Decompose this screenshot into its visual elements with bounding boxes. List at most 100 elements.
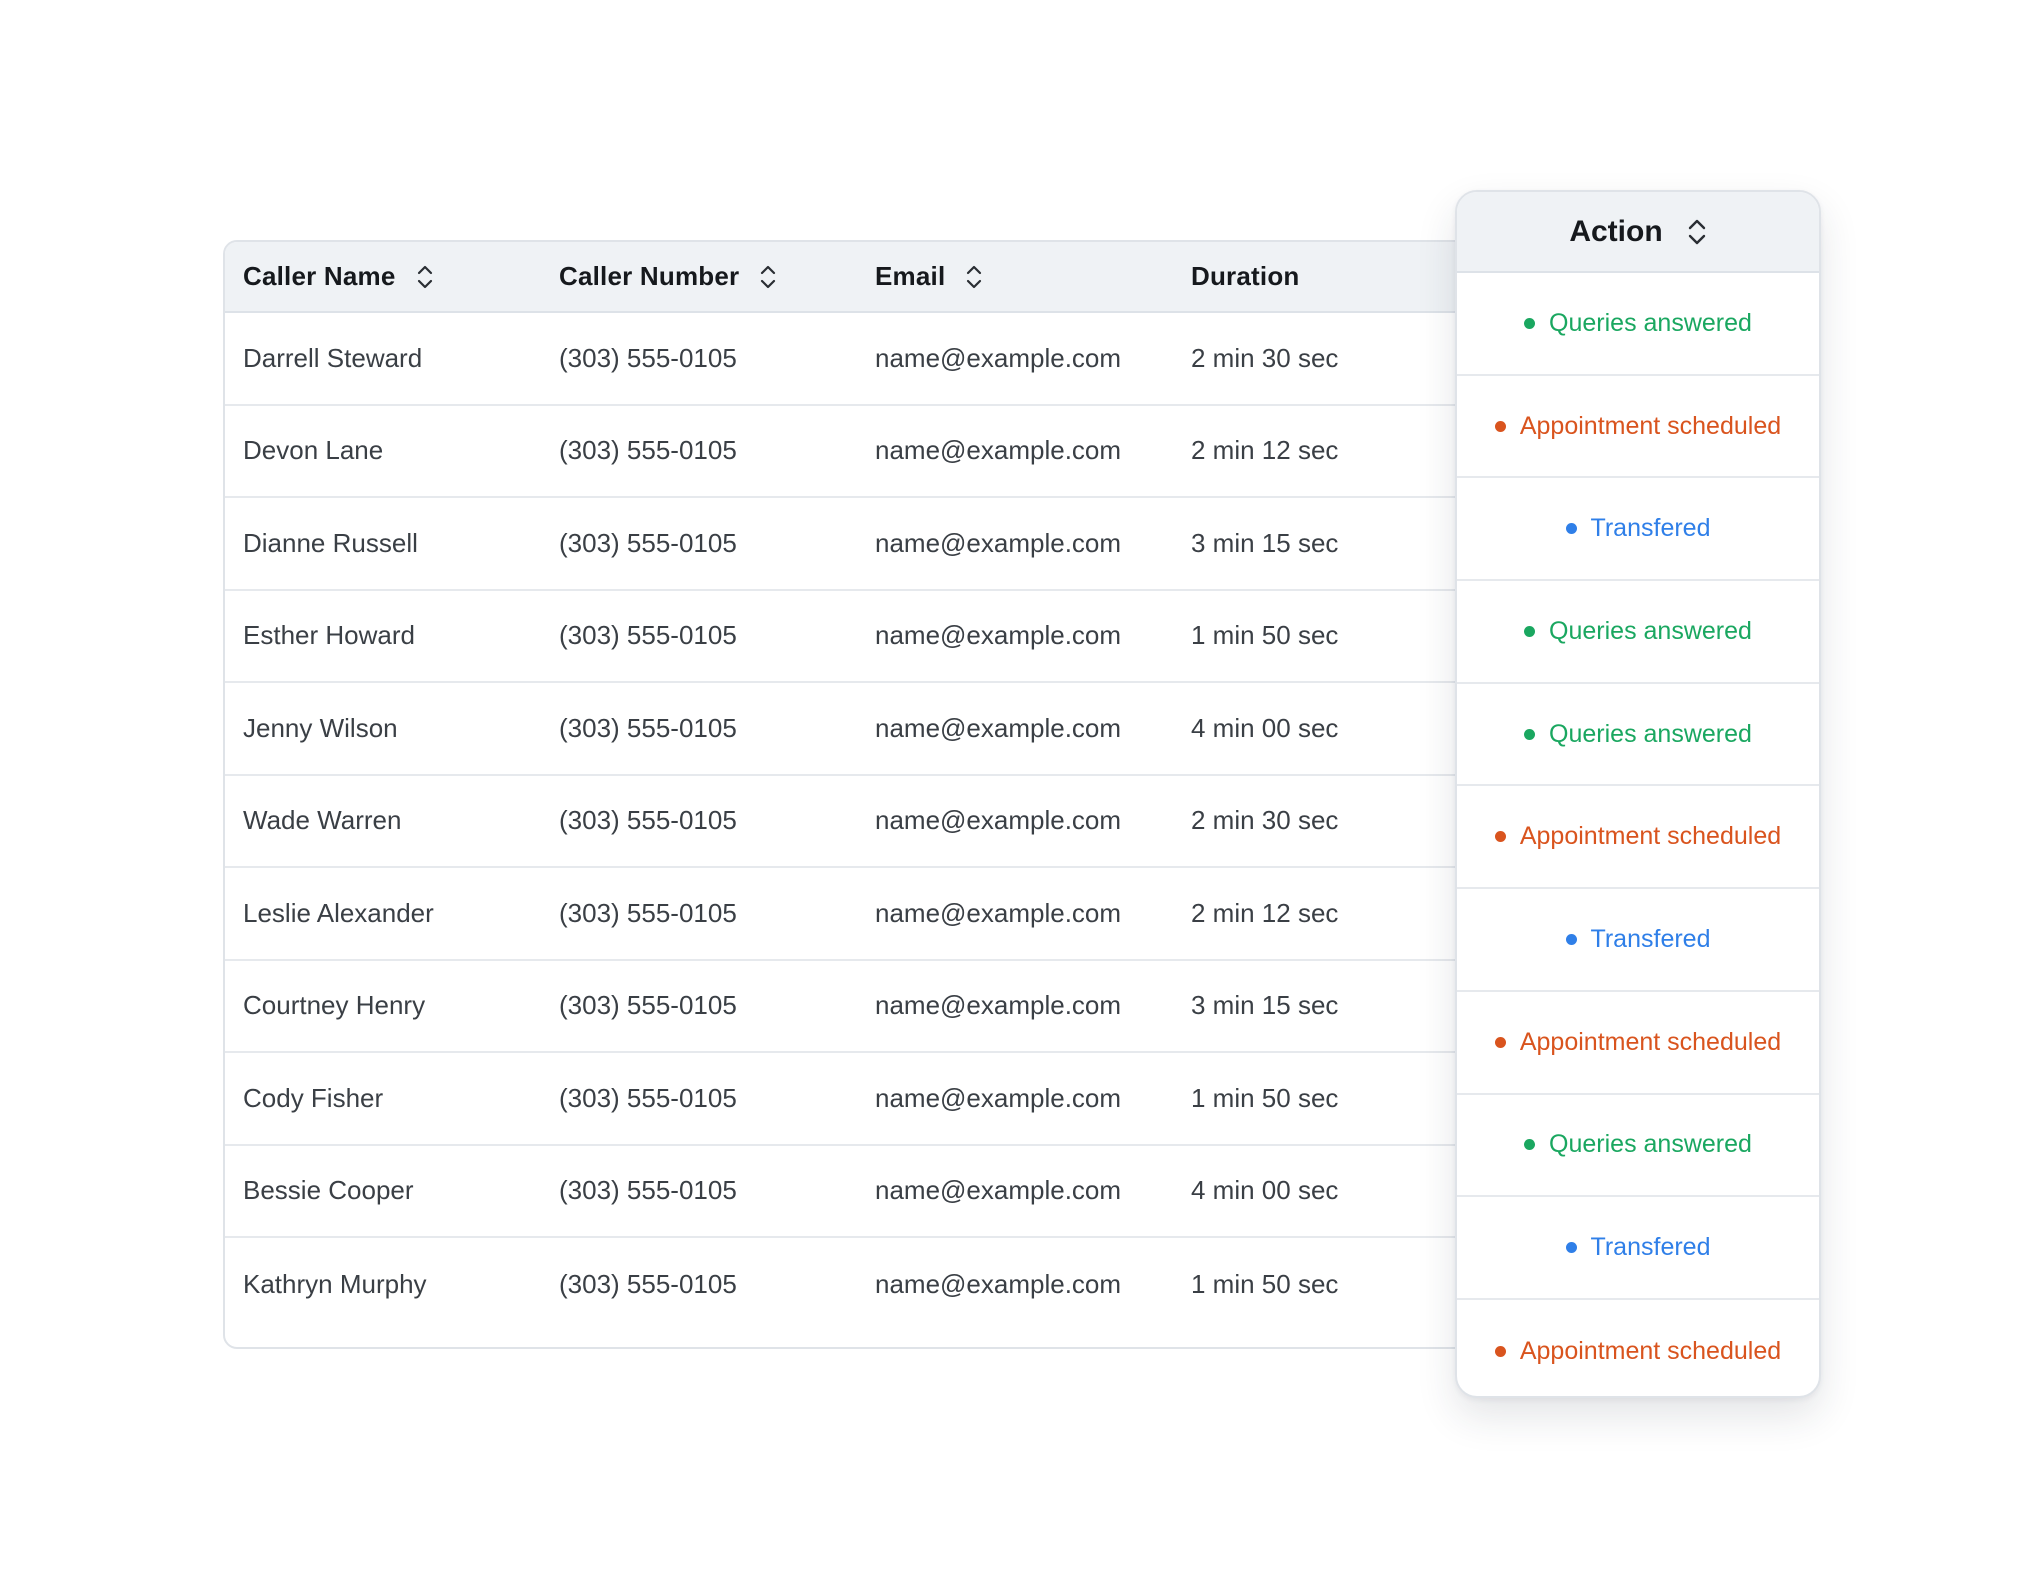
caller-number-cell: (303) 555-0105 [559, 1082, 737, 1113]
action-status-label: Transfered [1590, 514, 1711, 543]
email-cell: name@example.com [875, 712, 1122, 743]
email-cell: name@example.com [875, 1268, 1122, 1299]
caller-name-cell: Kathryn Murphy [243, 1268, 427, 1299]
sort-updown-icon[interactable] [1687, 217, 1707, 247]
caller-number-cell: (303) 555-0105 [559, 435, 737, 466]
status-dot-icon [1494, 420, 1506, 432]
status-dot-icon [1524, 317, 1536, 329]
table-row[interactable]: Dianne Russell (303) 555-0105 name@examp… [225, 498, 1501, 591]
action-column-card: Action Queries answered Appointment sche… [1455, 190, 1821, 1398]
email-cell: name@example.com [875, 342, 1122, 373]
status-dot-icon [1565, 523, 1577, 535]
caller-number-cell: (303) 555-0105 [559, 1175, 737, 1206]
status-dot-icon [1524, 728, 1536, 740]
caller-name-cell: Jenny Wilson [243, 712, 398, 743]
sort-updown-icon[interactable] [965, 263, 983, 291]
caller-name-cell: Leslie Alexander [243, 897, 434, 928]
action-status-label: Transfered [1590, 924, 1711, 953]
caller-name-cell: Darrell Steward [243, 342, 423, 373]
caller-name-cell: Cody Fisher [243, 1082, 384, 1113]
caller-name-cell: Courtney Henry [243, 990, 426, 1021]
column-header-label: Caller Number [559, 261, 740, 291]
column-header-caller-name[interactable]: Caller Name [243, 242, 434, 311]
calls-table: Caller Name Caller Number Email Duration… [223, 240, 1503, 1349]
email-cell: name@example.com [875, 805, 1122, 836]
column-header-label: Caller Name [243, 261, 396, 291]
caller-name-cell: Bessie Cooper [243, 1175, 414, 1206]
action-status: Appointment scheduled [1457, 376, 1819, 479]
status-dot-icon [1494, 1036, 1506, 1048]
table-row[interactable]: Jenny Wilson (303) 555-0105 name@example… [225, 683, 1501, 776]
duration-cell: 3 min 15 sec [1191, 990, 1339, 1021]
action-status-label: Transfered [1590, 1233, 1711, 1262]
duration-cell: 3 min 15 sec [1191, 527, 1339, 558]
table-body: Darrell Steward (303) 555-0105 name@exam… [225, 313, 1501, 1331]
duration-cell: 2 min 12 sec [1191, 435, 1339, 466]
action-status-label: Queries answered [1549, 1130, 1752, 1159]
caller-number-cell: (303) 555-0105 [559, 712, 737, 743]
action-status: Queries answered [1457, 1095, 1819, 1198]
caller-name-cell: Esther Howard [243, 620, 415, 651]
action-status: Transfered [1457, 889, 1819, 992]
caller-number-cell: (303) 555-0105 [559, 620, 737, 651]
table-row[interactable]: Courtney Henry (303) 555-0105 name@examp… [225, 961, 1501, 1053]
action-status-label: Queries answered [1549, 308, 1752, 337]
duration-cell: 2 min 30 sec [1191, 342, 1339, 373]
duration-cell: 2 min 12 sec [1191, 897, 1339, 928]
action-status-label: Queries answered [1549, 616, 1752, 645]
action-status-label: Queries answered [1549, 719, 1752, 748]
duration-cell: 1 min 50 sec [1191, 1268, 1339, 1299]
action-status-label: Appointment scheduled [1519, 411, 1782, 440]
caller-number-cell: (303) 555-0105 [559, 990, 737, 1021]
caller-name-cell: Wade Warren [243, 805, 402, 836]
table-row[interactable]: Devon Lane (303) 555-0105 name@example.c… [225, 406, 1501, 498]
action-status: Appointment scheduled [1457, 1300, 1819, 1396]
action-status-label: Appointment scheduled [1519, 1336, 1782, 1365]
caller-number-cell: (303) 555-0105 [559, 527, 737, 558]
status-dot-icon [1565, 933, 1577, 945]
action-status: Transfered [1457, 1197, 1819, 1300]
column-header-label: Action [1569, 214, 1663, 248]
table-header: Caller Name Caller Number Email Duration [225, 242, 1501, 313]
email-cell: name@example.com [875, 620, 1122, 651]
table-row[interactable]: Wade Warren (303) 555-0105 name@example.… [225, 776, 1501, 868]
column-header-action[interactable]: Action [1457, 192, 1819, 273]
status-dot-icon [1494, 1345, 1506, 1357]
action-status: Queries answered [1457, 273, 1819, 376]
table-row[interactable]: Esther Howard (303) 555-0105 name@exampl… [225, 591, 1501, 683]
status-dot-icon [1524, 625, 1536, 637]
duration-cell: 1 min 50 sec [1191, 1082, 1339, 1113]
column-header-caller-number[interactable]: Caller Number [559, 242, 777, 311]
duration-cell: 4 min 00 sec [1191, 712, 1339, 743]
action-status: Queries answered [1457, 684, 1819, 787]
duration-cell: 4 min 00 sec [1191, 1175, 1339, 1206]
action-status-label: Appointment scheduled [1519, 822, 1782, 851]
caller-number-cell: (303) 555-0105 [559, 1268, 737, 1299]
email-cell: name@example.com [875, 435, 1122, 466]
column-header-duration: Duration [1191, 242, 1299, 311]
table-row[interactable]: Darrell Steward (303) 555-0105 name@exam… [225, 313, 1501, 406]
caller-number-cell: (303) 555-0105 [559, 897, 737, 928]
caller-number-cell: (303) 555-0105 [559, 342, 737, 373]
sort-updown-icon[interactable] [759, 263, 777, 291]
email-cell: name@example.com [875, 527, 1122, 558]
caller-name-cell: Devon Lane [243, 435, 384, 466]
table-row[interactable]: Leslie Alexander (303) 555-0105 name@exa… [225, 868, 1501, 961]
table-row[interactable]: Bessie Cooper (303) 555-0105 name@exampl… [225, 1146, 1501, 1238]
caller-number-cell: (303) 555-0105 [559, 805, 737, 836]
email-cell: name@example.com [875, 897, 1122, 928]
action-status: Appointment scheduled [1457, 992, 1819, 1095]
action-status: Appointment scheduled [1457, 786, 1819, 890]
column-header-email[interactable]: Email [875, 242, 983, 311]
table-row[interactable]: Cody Fisher (303) 555-0105 name@example.… [225, 1053, 1501, 1146]
action-status: Queries answered [1457, 581, 1819, 684]
table-row[interactable]: Kathryn Murphy (303) 555-0105 name@examp… [225, 1238, 1501, 1331]
status-dot-icon [1494, 831, 1506, 843]
sort-updown-icon[interactable] [416, 263, 434, 291]
duration-cell: 1 min 50 sec [1191, 620, 1339, 651]
column-header-label: Duration [1191, 261, 1300, 291]
action-status-label: Appointment scheduled [1519, 1027, 1782, 1056]
status-dot-icon [1565, 1242, 1577, 1254]
email-cell: name@example.com [875, 1175, 1122, 1206]
status-dot-icon [1524, 1139, 1536, 1151]
